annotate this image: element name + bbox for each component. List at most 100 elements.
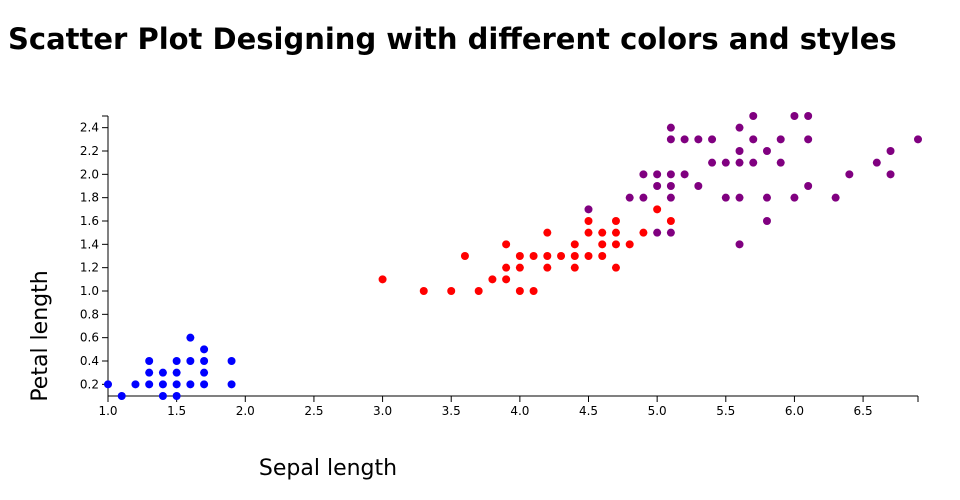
data-point [666,123,675,132]
y-tick-label: 2.4 [80,121,99,135]
data-point [735,158,744,167]
data-point [735,240,744,249]
data-point [749,158,758,167]
data-point [584,228,593,237]
data-point [598,228,607,237]
data-point [488,275,497,284]
data-point [447,287,456,295]
data-point [749,112,758,120]
data-point [666,228,675,237]
data-point [584,205,593,214]
data-point [158,380,167,389]
x-tick-label: 1.5 [167,404,186,418]
y-tick-label: 0.8 [80,307,99,321]
data-point [529,287,538,295]
data-point [611,240,620,249]
data-point [666,170,675,179]
x-tick-label: 2.0 [236,404,255,418]
data-point [227,357,236,365]
data-point [653,228,662,237]
x-tick-label: 4.0 [510,404,529,418]
data-point [762,193,771,202]
data-point [584,217,593,225]
data-point [804,135,813,144]
data-point [721,193,730,202]
chart-title: Scatter Plot Designing with different co… [8,22,897,56]
x-tick-label: 2.5 [304,404,323,418]
data-point [200,368,209,377]
data-point [639,170,648,179]
data-point [735,123,744,132]
data-point [474,287,483,295]
data-point [584,252,593,260]
data-point [145,357,154,365]
data-point [186,357,195,365]
data-point [145,380,154,389]
data-point [515,263,524,272]
data-point [625,193,634,202]
x-tick-label: 3.5 [442,404,461,418]
y-tick-label: 0.4 [80,354,99,368]
data-point [172,380,181,389]
data-point [680,135,689,144]
data-point [708,135,717,144]
data-point [158,368,167,377]
y-tick-label: 1.8 [80,191,99,205]
data-point [790,112,799,120]
x-tick-label: 6.5 [854,404,873,418]
data-point [694,135,703,144]
x-tick-label: 4.5 [579,404,598,418]
data-point [378,275,387,284]
data-point [762,217,771,225]
data-point [172,368,181,377]
data-point [666,217,675,225]
data-point [557,252,566,260]
data-point [762,147,771,155]
data-point [611,263,620,272]
data-point [735,147,744,155]
data-point [804,182,813,190]
data-point [529,252,538,260]
data-point [543,228,552,237]
data-point [735,193,744,202]
y-tick-label: 2.0 [80,167,99,181]
x-tick-label: 5.5 [716,404,735,418]
data-point [666,135,675,144]
y-tick-label: 0.6 [80,331,99,345]
data-point [680,170,689,179]
data-point [694,182,703,190]
data-point [570,252,579,260]
x-tick-label: 3.0 [373,404,392,418]
data-point [872,158,881,167]
x-tick-label: 5.0 [648,404,667,418]
data-point [845,170,854,179]
data-point [804,112,813,120]
x-tick-label: 6.0 [785,404,804,418]
data-point [200,357,209,365]
data-point [790,193,799,202]
y-tick-label: 1.6 [80,214,99,228]
data-point [708,158,717,167]
data-point [543,263,552,272]
data-point [653,182,662,190]
data-point [131,380,140,389]
data-point [186,380,195,389]
data-point [419,287,428,295]
data-point [749,135,758,144]
data-point [776,158,785,167]
y-axis-title: Petal length [28,270,53,401]
data-point [666,182,675,190]
data-point [721,158,730,167]
y-tick-label: 0.2 [80,377,99,391]
y-tick-label: 1.2 [80,261,99,275]
data-point [914,135,922,144]
data-point [611,217,620,225]
x-axis-title: Sepal length [259,456,397,481]
data-point [776,135,785,144]
data-point [502,263,511,272]
data-point [227,380,236,389]
data-point [104,380,112,389]
data-point [639,193,648,202]
data-point [460,252,469,260]
